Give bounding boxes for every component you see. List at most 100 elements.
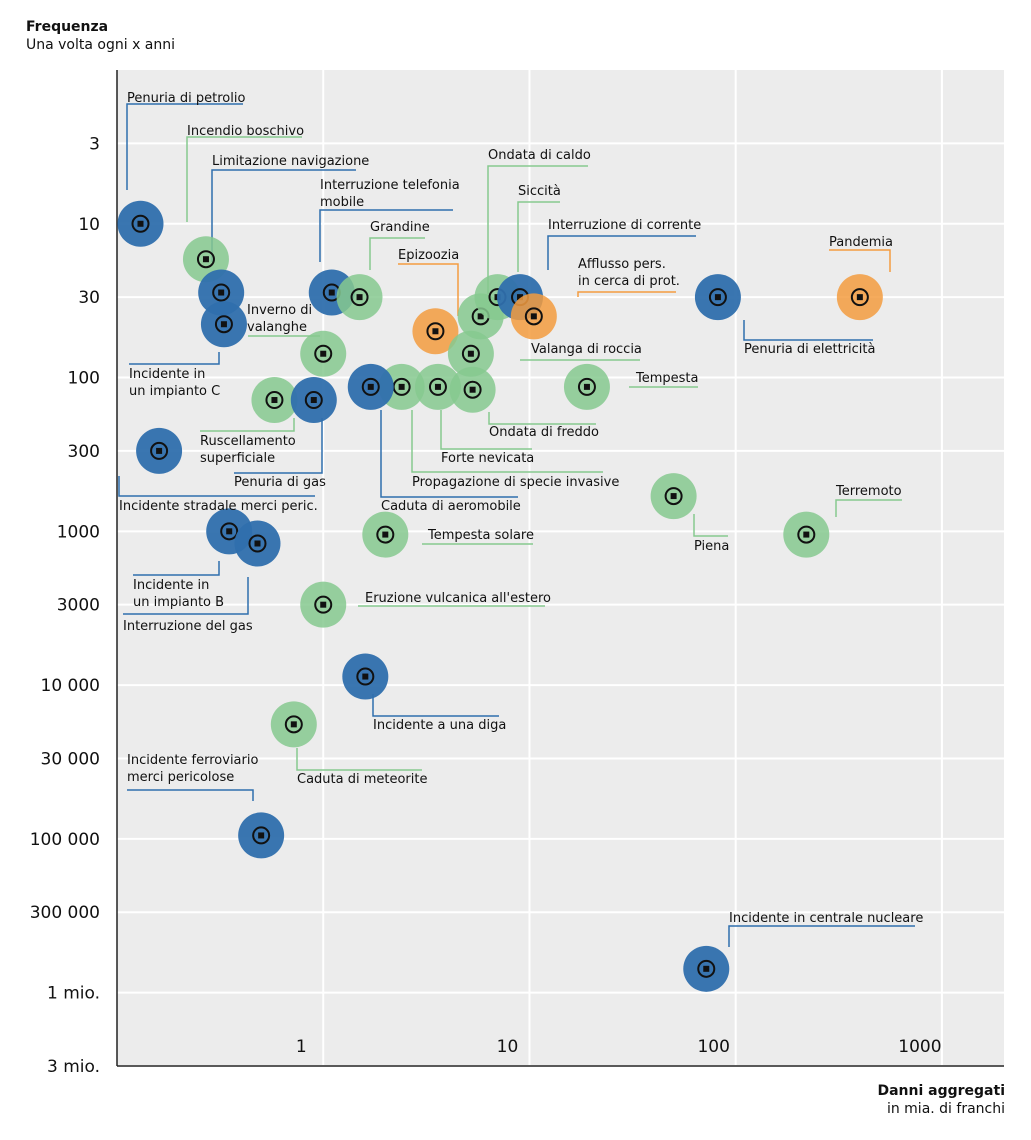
earthquake-icon — [797, 525, 816, 544]
road-accident-icon — [150, 441, 169, 460]
point-label-line: Interruzione telefonia — [320, 178, 460, 193]
pig-icon-dot — [432, 328, 439, 335]
avalanche-icon-shape — [314, 344, 333, 363]
leader-line — [126, 103, 243, 190]
point-label-line: Incidente ferroviario — [127, 753, 258, 768]
people-icon-dot — [530, 313, 537, 320]
people-icon-shape — [524, 307, 543, 326]
point-label: Interruzione del gas — [123, 619, 253, 634]
meteorite-icon — [284, 715, 303, 734]
invasive-species-icon-dot — [398, 383, 405, 390]
y-tick-label: 3000 — [57, 596, 100, 616]
sun-icon-dot — [382, 531, 389, 538]
point-label: Incidente in centrale nucleare — [729, 911, 923, 926]
battery-icon-dot — [714, 294, 721, 301]
leader-line — [211, 169, 356, 262]
point-label: Ondata di freddo — [489, 425, 599, 440]
house-water-icon — [664, 487, 683, 506]
point-label: Incidente in un impianto B — [133, 578, 224, 610]
point-label: Ruscellamento superficiale — [200, 434, 296, 466]
nuclear-plant-icon-dot — [703, 965, 710, 972]
x-tick-label: 100 — [697, 1037, 729, 1057]
point-label: Forte nevicata — [441, 451, 534, 466]
point-label: Incidente in un impianto C — [129, 367, 220, 399]
dam-wave-icon-shape — [356, 667, 375, 686]
forest-fire-icon-dot — [202, 256, 209, 263]
sun-icon — [376, 525, 395, 544]
rockfall-icon-dot — [467, 350, 474, 357]
meteorite-icon-dot — [290, 721, 297, 728]
avalanche-icon-dot — [320, 350, 327, 357]
nuclear-plant-icon — [697, 959, 716, 978]
avalanche-icon — [314, 344, 333, 363]
thermometer-snow-icon-shape — [463, 380, 482, 399]
point-label: Epizoozia — [398, 248, 459, 263]
point-label: Tempesta solare — [427, 528, 534, 543]
point-label-line: in cerca di prot. — [578, 274, 680, 289]
thermometer-sun-icon-dot — [477, 313, 484, 320]
y-tick-label: 3 — [89, 134, 100, 154]
rockfall-icon-shape — [461, 344, 480, 363]
dam-wave-icon-dot — [362, 673, 369, 680]
house-water-icon-shape — [664, 487, 683, 506]
industrial-plant-icon-shape — [214, 315, 233, 334]
point-label: Propagazione di specie invasive — [412, 475, 619, 490]
point-label: Caduta di aeromobile — [381, 499, 521, 514]
point-label: Pandemia — [829, 235, 893, 250]
earthquake-icon-dot — [803, 531, 810, 538]
virus-icon-dot — [856, 294, 863, 301]
point-label: Incidente a una diga — [373, 718, 506, 733]
y-tick-label: 300 — [68, 442, 100, 462]
volcano-icon-shape — [314, 595, 333, 614]
sun-icon-shape — [376, 525, 395, 544]
storm-icon-dot — [583, 383, 590, 390]
point-label: Penuria di gas — [234, 475, 326, 490]
point-label-line: un impianto C — [129, 384, 220, 399]
point-label-line: Incidente in — [133, 578, 209, 593]
forest-fire-icon — [196, 250, 215, 269]
leader-line — [127, 789, 254, 801]
point-label: Valanga di roccia — [531, 342, 642, 357]
point-label: Caduta di meteorite — [297, 772, 428, 787]
point-label: Inverno di valanghe — [247, 303, 312, 335]
point-label-line: Inverno di — [247, 303, 312, 318]
gas-bottle-icon-shape — [304, 391, 323, 410]
x-axis-label: Danni aggregati — [877, 1083, 1005, 1099]
leader-line — [693, 514, 728, 537]
oil-barrel-icon — [131, 214, 150, 233]
mobile-phone-icon-dot — [328, 289, 335, 296]
point-label: Limitazione navigazione — [212, 154, 369, 169]
gas-pipe-icon-dot — [254, 540, 261, 547]
point-label: Terremoto — [835, 484, 902, 499]
point-label: Incidente ferroviario merci pericolose — [127, 753, 258, 785]
house-water-icon-dot — [670, 493, 677, 500]
point-label: Eruzione vulcanica all'estero — [365, 591, 551, 606]
leader-line — [372, 694, 499, 717]
oil-barrel-icon-shape — [131, 214, 150, 233]
y-tick-label: 1 mio. — [47, 984, 100, 1004]
hail-cloud-icon-dot — [356, 294, 363, 301]
x-tick-label: 1000 — [898, 1037, 941, 1057]
gas-pipe-icon-shape — [248, 534, 267, 553]
leader-line — [118, 476, 315, 497]
point-label: Piena — [694, 539, 729, 554]
point-label: Ondata di caldo — [488, 148, 591, 163]
meteorite-icon-shape — [284, 715, 303, 734]
storm-icon — [577, 377, 596, 396]
pig-icon — [426, 322, 445, 341]
train-accident-icon-shape — [252, 826, 271, 845]
battery-icon-shape — [708, 288, 727, 307]
leader-line — [380, 410, 518, 498]
point-label: Incidente stradale merci peric. — [119, 499, 318, 514]
y-axis-title: Frequenza Una volta ogni x anni — [26, 18, 175, 54]
ship-icon-shape — [212, 283, 231, 302]
x-axis-title: Danni aggregati in mia. di franchi — [877, 1082, 1005, 1118]
point-label-line: valanghe — [247, 320, 307, 335]
leader-line — [517, 201, 560, 272]
point-label-line: Afflusso pers. — [578, 257, 666, 272]
snow-cloud-icon-dot — [434, 383, 441, 390]
leader-line — [411, 410, 603, 473]
y-tick-label: 10 — [78, 215, 100, 235]
snow-cloud-icon — [428, 377, 447, 396]
